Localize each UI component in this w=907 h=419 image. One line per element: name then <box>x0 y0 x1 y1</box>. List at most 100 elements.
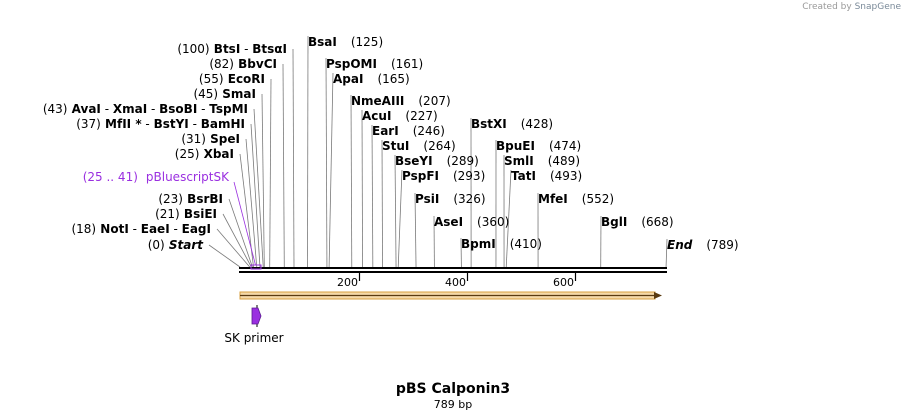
site-label[interactable]: (31) SpeI <box>181 132 240 146</box>
leader-line <box>228 198 253 268</box>
site-label[interactable]: PspOMI (161) <box>326 57 423 71</box>
site-label[interactable]: SmlI (489) <box>504 154 580 168</box>
site-position: (410) <box>510 237 542 251</box>
leader-line <box>292 48 295 268</box>
site-label-part: - <box>142 117 154 131</box>
site-label-part: (82) <box>209 57 234 71</box>
site-label[interactable]: (23) BsrBI <box>158 192 223 206</box>
site-position: (489) <box>548 154 580 168</box>
feature-name: pBluescriptSK <box>146 170 230 184</box>
site-position: (668) <box>641 215 673 229</box>
site-label-part: - <box>129 222 141 236</box>
site-label-part: BpmI <box>461 237 496 251</box>
feature-range: (25 .. 41) <box>83 170 138 184</box>
site-label[interactable]: BglI (668) <box>601 215 674 229</box>
axis-tick-label: 200 <box>337 276 358 289</box>
site-label-part: (45) <box>193 87 218 101</box>
backbone-top-line <box>239 267 667 269</box>
site-label[interactable]: BpmI (410) <box>461 237 542 251</box>
pbluescriptsk-feature-box[interactable] <box>250 264 262 270</box>
site-label-part: EcoRI <box>224 72 265 86</box>
site-label[interactable]: (0) Start <box>148 238 205 252</box>
site-label[interactable]: (100) BtsI - BtsαI <box>177 42 287 56</box>
site-label[interactable]: (25) XbaI <box>175 147 234 161</box>
site-label[interactable]: ApaI (165) <box>333 72 410 86</box>
site-label-part: XbaI <box>199 147 234 161</box>
site-label[interactable]: BsaI (125) <box>308 35 383 49</box>
site-label-part: PsiI <box>415 192 439 206</box>
site-position: (264) <box>423 139 455 153</box>
site-label-part: BsaI <box>308 35 337 49</box>
site-position: (293) <box>453 169 485 183</box>
site-label[interactable]: EarI (246) <box>372 124 445 138</box>
axis-tick-label: 400 <box>445 276 466 289</box>
site-label[interactable]: MfeI (552) <box>538 192 614 206</box>
site-label[interactable]: (55) EcoRI <box>199 72 265 86</box>
site-label-part: AseI <box>434 215 463 229</box>
leader-line <box>282 63 285 268</box>
site-label[interactable]: BpuEI (474) <box>496 139 581 153</box>
site-label[interactable]: (82) BbvCI <box>209 57 277 71</box>
site-label[interactable]: AseI (360) <box>434 215 509 229</box>
site-label[interactable]: (43) AvaI - XmaI - BsoBI - TspMI <box>43 102 248 116</box>
sk-primer-label: SK primer <box>224 331 283 345</box>
site-position: (161) <box>391 57 423 71</box>
leader-line <box>222 213 252 268</box>
site-label-part: Start <box>165 238 205 252</box>
site-label-part: SpeI <box>206 132 240 146</box>
site-position: (552) <box>582 192 614 206</box>
site-label-part: BseYI <box>395 154 433 168</box>
site-label[interactable]: BseYI (289) <box>395 154 479 168</box>
site-label[interactable]: End (789) <box>667 238 739 252</box>
leader-line <box>208 244 241 268</box>
sk-primer[interactable] <box>251 305 262 327</box>
site-label-part: BstXI <box>471 117 507 131</box>
site-position: (125) <box>351 35 383 49</box>
leader-line <box>325 57 328 268</box>
leader-line <box>253 108 264 268</box>
site-label-part: End <box>667 238 693 252</box>
site-label[interactable]: (45) SmaI <box>193 87 256 101</box>
site-label-part: MfeI <box>538 192 568 206</box>
axis: 200 400 600 <box>337 273 577 289</box>
site-label-part: BtsI <box>210 42 241 56</box>
site-position: (428) <box>521 117 553 131</box>
site-label[interactable]: PsiI (326) <box>415 192 486 206</box>
site-label-part: EagI <box>182 222 211 236</box>
site-label[interactable]: BstXI (428) <box>471 117 553 131</box>
site-label-part: EarI <box>372 124 399 138</box>
site-label-part: (25) <box>175 147 200 161</box>
site-label-part: - <box>240 42 252 56</box>
site-label-part: NmeAIII <box>351 94 404 108</box>
site-label-part: PspFI <box>402 169 439 183</box>
site-label[interactable]: TatI (493) <box>511 169 582 183</box>
site-label-part: (37) <box>76 117 101 131</box>
site-label-part: (55) <box>199 72 224 86</box>
site-label-part: - <box>147 102 159 116</box>
site-label-part: (23) <box>158 192 183 206</box>
site-label[interactable]: PspFI (293) <box>402 169 485 183</box>
site-label-part: PspOMI <box>326 57 377 71</box>
site-label-part: (31) <box>181 132 206 146</box>
site-label[interactable]: (37) MfII * - BstYI - BamHI <box>76 117 245 131</box>
backbone-bottom-line <box>239 271 667 273</box>
leader-line <box>245 138 258 268</box>
site-label[interactable]: StuI (264) <box>382 139 456 153</box>
sequence-direction-arrow <box>239 291 662 300</box>
primer-arrow-icon[interactable] <box>251 307 262 325</box>
site-position: (246) <box>413 124 445 138</box>
site-label-part: (21) <box>155 207 180 221</box>
site-label[interactable]: AcuI (227) <box>362 109 438 123</box>
site-position: (474) <box>549 139 581 153</box>
snapgene-brand: SnapGene <box>854 2 901 12</box>
pbluescriptsk-label[interactable]: (25 .. 41) pBluescriptSK <box>83 170 230 184</box>
site-label-part: XmaI <box>113 102 147 116</box>
site-label[interactable]: (18) NotI - EaeI - EagI <box>71 222 211 236</box>
site-label[interactable]: NmeAIII (207) <box>351 94 451 108</box>
site-label-part: BsrBI <box>183 192 223 206</box>
site-label-part: SmaI <box>218 87 256 101</box>
site-label[interactable]: (21) BsiEI <box>155 207 217 221</box>
feature-leader-line <box>233 181 256 266</box>
plasmid-length: 789 bp <box>434 398 472 411</box>
